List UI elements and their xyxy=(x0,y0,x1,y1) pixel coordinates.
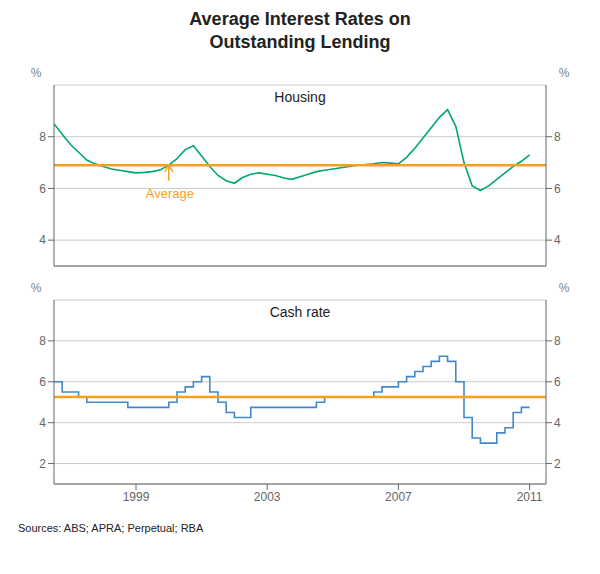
svg-text:%: % xyxy=(31,66,42,80)
svg-text:6: 6 xyxy=(554,375,561,389)
svg-text:8: 8 xyxy=(554,130,561,144)
svg-text:2003: 2003 xyxy=(254,489,281,503)
svg-text:6: 6 xyxy=(39,181,46,195)
svg-text:8: 8 xyxy=(39,130,46,144)
svg-text:Average: Average xyxy=(146,185,194,200)
svg-text:6: 6 xyxy=(39,375,46,389)
svg-text:2011: 2011 xyxy=(517,489,543,503)
svg-text:4: 4 xyxy=(39,233,46,247)
svg-text:1999: 1999 xyxy=(123,489,150,503)
html-text:Cash rate: Cash rate xyxy=(269,303,331,320)
svg-text:%: % xyxy=(559,66,570,80)
svg-text:2007: 2007 xyxy=(385,489,412,503)
html-text:Average Interest Rates on: Average Interest Rates on xyxy=(189,9,411,29)
svg-text:8: 8 xyxy=(39,334,46,348)
html-text:Outstanding Lending: Outstanding Lending xyxy=(209,32,391,53)
svg-text:8: 8 xyxy=(554,334,561,348)
svg-text:4: 4 xyxy=(554,233,561,247)
svg-text:4: 4 xyxy=(554,416,561,430)
svg-text:4: 4 xyxy=(39,416,46,430)
html-text:Housing: Housing xyxy=(274,88,326,105)
html-text:Sources: ABS; APRA; Perpetual;: Sources: ABS; APRA; Perpetual; RBA xyxy=(18,521,204,534)
svg-text:%: % xyxy=(559,281,570,295)
svg-text:6: 6 xyxy=(554,181,561,195)
svg-text:%: % xyxy=(31,281,42,295)
svg-text:2: 2 xyxy=(554,457,561,471)
svg-text:2: 2 xyxy=(39,457,46,471)
